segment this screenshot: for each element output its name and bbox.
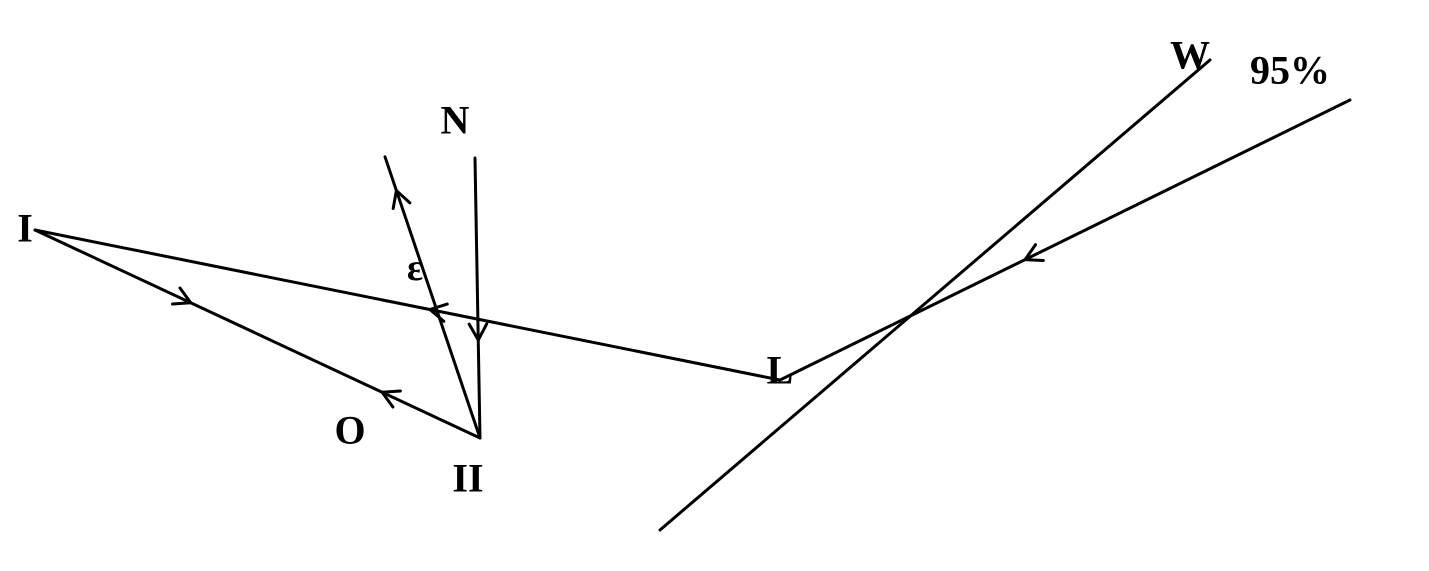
node-label-eps: ε <box>407 246 423 290</box>
node-label-O: O <box>334 407 365 454</box>
edge-N-II <box>475 158 480 438</box>
node-label-II: II <box>452 455 483 502</box>
edge-Bot-W <box>660 60 1210 530</box>
vector-diagram <box>0 0 1429 571</box>
node-label-W: W <box>1170 32 1210 79</box>
node-label-N: N <box>441 97 470 144</box>
edge-L-P95 <box>780 100 1350 380</box>
node-label-P95: 95% <box>1250 47 1330 94</box>
node-label-L: L <box>767 347 794 394</box>
edge-II-eps <box>385 157 480 438</box>
node-label-I: I <box>17 205 33 252</box>
